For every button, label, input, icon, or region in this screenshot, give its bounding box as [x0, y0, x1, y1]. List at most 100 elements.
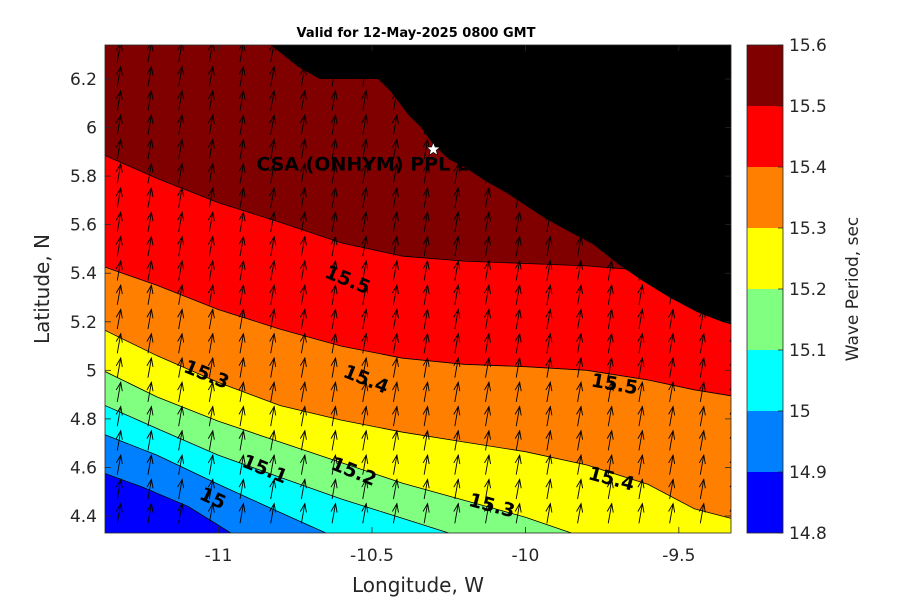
direction-arrow	[637, 502, 645, 524]
direction-arrow	[514, 332, 522, 354]
direction-arrow	[668, 211, 676, 233]
direction-arrow	[361, 259, 369, 281]
direction-arrow	[668, 478, 676, 500]
direction-arrow	[637, 429, 645, 451]
direction-arrow	[453, 138, 461, 160]
direction-arrow	[698, 283, 706, 305]
direction-arrow	[668, 89, 676, 111]
direction-arrow	[177, 405, 185, 427]
direction-arrow	[637, 162, 645, 184]
direction-arrow	[698, 211, 706, 233]
direction-arrow	[668, 356, 676, 378]
direction-arrow	[115, 356, 123, 378]
direction-arrow	[668, 186, 676, 208]
direction-arrow	[545, 211, 553, 233]
direction-arrow	[698, 138, 706, 160]
direction-arrow	[576, 186, 584, 208]
direction-arrow	[177, 429, 185, 451]
contour-line-14.9	[105, 473, 232, 533]
direction-arrow	[422, 380, 430, 402]
direction-arrow	[177, 259, 185, 281]
direction-arrow	[545, 138, 553, 160]
direction-arrow	[269, 45, 277, 63]
direction-arrow	[453, 308, 461, 330]
direction-arrow	[361, 186, 369, 208]
direction-arrow	[514, 356, 522, 378]
direction-arrow	[484, 283, 491, 305]
site-marker-group: CSA (ONHYM) PPL EBS	[256, 141, 498, 175]
direction-arrow	[207, 211, 215, 233]
direction-arrow	[146, 235, 154, 257]
direction-arrow	[606, 429, 614, 451]
direction-arrow	[269, 186, 277, 208]
direction-arrow	[269, 332, 277, 354]
direction-arrow	[207, 186, 215, 208]
direction-arrow	[177, 113, 185, 135]
direction-arrow	[299, 502, 307, 524]
direction-arrow	[238, 65, 246, 87]
direction-arrow	[484, 502, 491, 524]
direction-arrow	[576, 283, 584, 305]
direction-arrow	[361, 113, 369, 135]
direction-arrow	[238, 429, 246, 451]
colorbar-swatch	[747, 228, 783, 289]
direction-arrow	[238, 453, 246, 475]
y-tick-label: 5	[86, 361, 97, 381]
direction-arrow	[361, 211, 369, 233]
direction-arrow	[361, 308, 369, 330]
direction-arrow	[514, 211, 522, 233]
direction-arrow	[668, 429, 676, 451]
direction-arrow	[484, 356, 491, 378]
direction-arrow	[484, 138, 491, 160]
direction-arrow	[330, 138, 338, 160]
direction-arrow	[637, 235, 645, 257]
y-tick-label: 6.2	[70, 70, 97, 90]
direction-arrow	[115, 138, 123, 160]
direction-arrow	[514, 162, 522, 184]
direction-arrow	[484, 380, 491, 402]
direction-arrow	[177, 138, 185, 160]
direction-arrow	[361, 405, 369, 427]
x-tick-label: -10.5	[350, 546, 394, 566]
colorbar-swatch	[747, 350, 783, 411]
direction-arrow	[115, 380, 123, 402]
direction-arrow	[238, 478, 246, 500]
direction-arrow	[269, 356, 277, 378]
direction-arrow	[576, 332, 584, 354]
direction-arrow	[637, 405, 645, 427]
contour-line-15.4	[105, 266, 731, 397]
direction-arrow	[606, 502, 614, 524]
direction-arrow	[146, 332, 154, 354]
direction-arrow	[330, 453, 338, 475]
direction-arrow	[299, 65, 307, 87]
colorbar-tick-label: 15.4	[789, 158, 827, 178]
direction-arrow	[177, 283, 185, 305]
direction-arrow	[422, 283, 430, 305]
direction-arrow	[514, 45, 522, 63]
direction-arrow	[392, 162, 399, 184]
direction-arrow	[177, 380, 185, 402]
direction-arrow	[576, 113, 584, 135]
direction-arrow	[606, 138, 614, 160]
direction-arrow	[299, 332, 307, 354]
direction-arrow	[514, 429, 522, 451]
direction-arrow	[299, 211, 307, 233]
direction-arrow	[146, 308, 154, 330]
direction-arrow	[668, 283, 676, 305]
direction-arrow	[177, 356, 185, 378]
direction-arrow	[422, 429, 430, 451]
direction-arrow	[606, 162, 614, 184]
direction-arrow	[392, 45, 399, 63]
direction-arrow	[514, 113, 522, 135]
direction-arrow	[453, 405, 461, 427]
direction-arrow	[392, 65, 399, 87]
direction-arrow	[207, 65, 215, 87]
direction-arrow	[392, 89, 399, 111]
direction-arrow	[576, 380, 584, 402]
direction-arrow	[576, 308, 584, 330]
y-tick-label: 5.8	[70, 167, 97, 187]
direction-arrow	[177, 65, 185, 87]
direction-arrow	[545, 478, 553, 500]
direction-arrow	[453, 211, 461, 233]
